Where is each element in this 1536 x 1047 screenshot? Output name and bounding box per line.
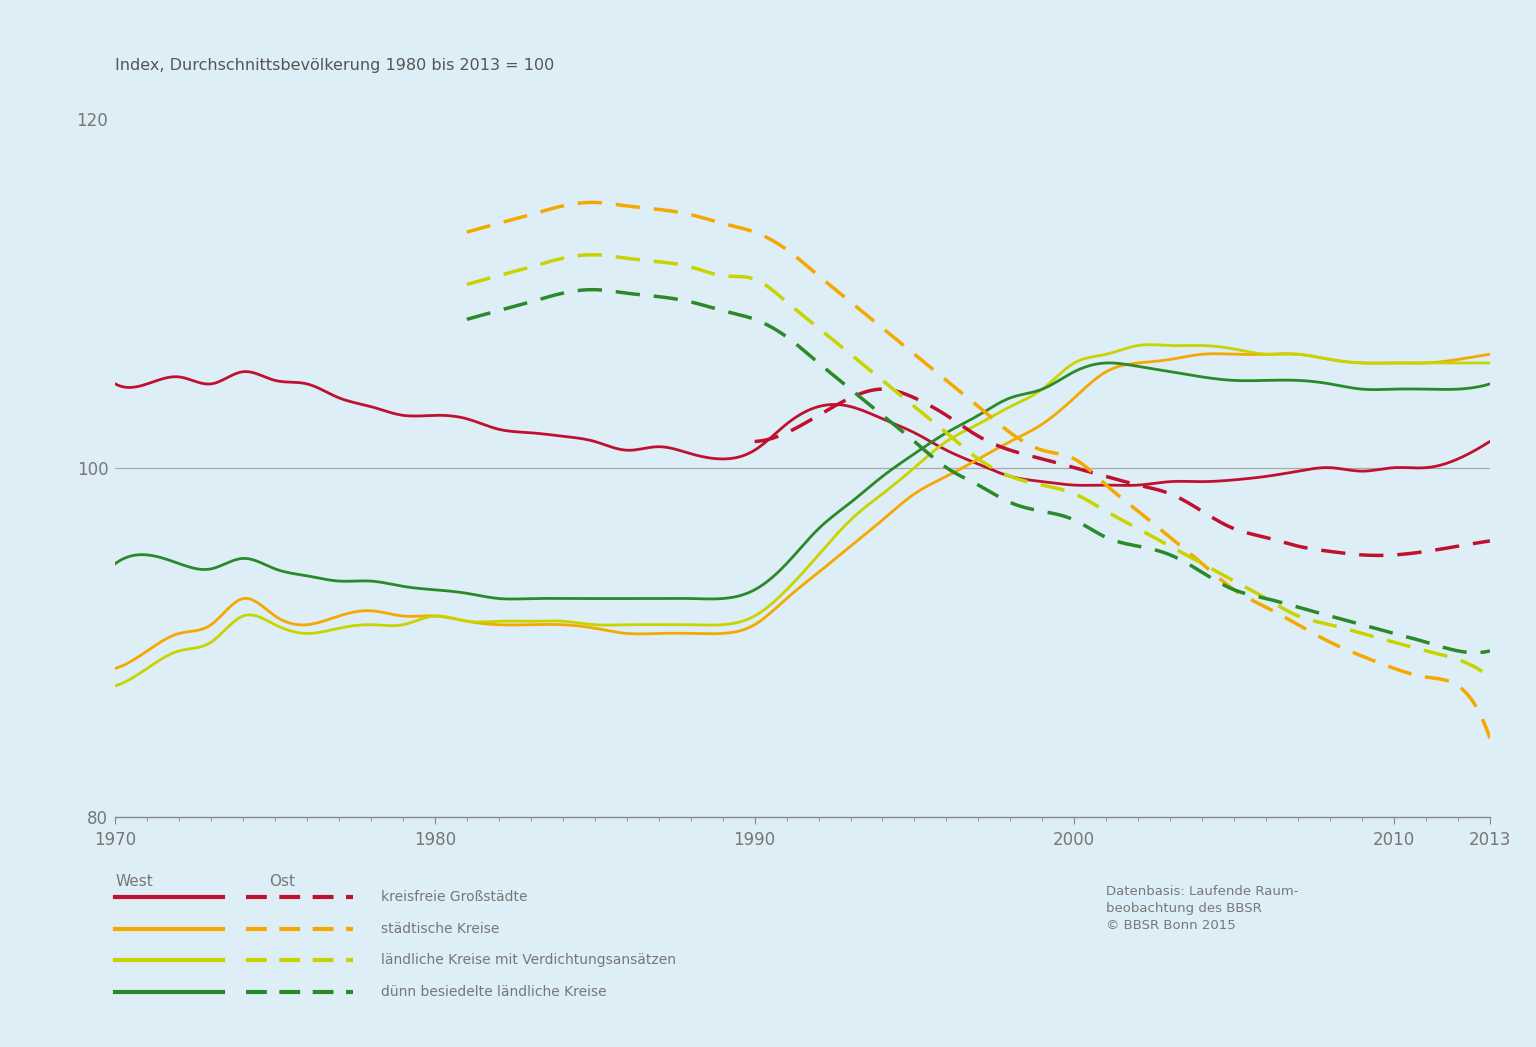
Text: städtische Kreise: städtische Kreise [381, 921, 499, 936]
Text: West: West [115, 874, 154, 889]
Text: ländliche Kreise mit Verdichtungsansätzen: ländliche Kreise mit Verdichtungsansätze… [381, 953, 676, 967]
Text: Index, Durchschnittsbevölkerung 1980 bis 2013 = 100: Index, Durchschnittsbevölkerung 1980 bis… [115, 58, 554, 72]
Text: Ost: Ost [269, 874, 295, 889]
Text: dünn besiedelte ländliche Kreise: dünn besiedelte ländliche Kreise [381, 984, 607, 999]
Text: Datenbasis: Laufende Raum-
beobachtung des BBSR
© BBSR Bonn 2015: Datenbasis: Laufende Raum- beobachtung d… [1106, 885, 1298, 932]
Text: kreisfreie Großstädte: kreisfreie Großstädte [381, 890, 527, 905]
